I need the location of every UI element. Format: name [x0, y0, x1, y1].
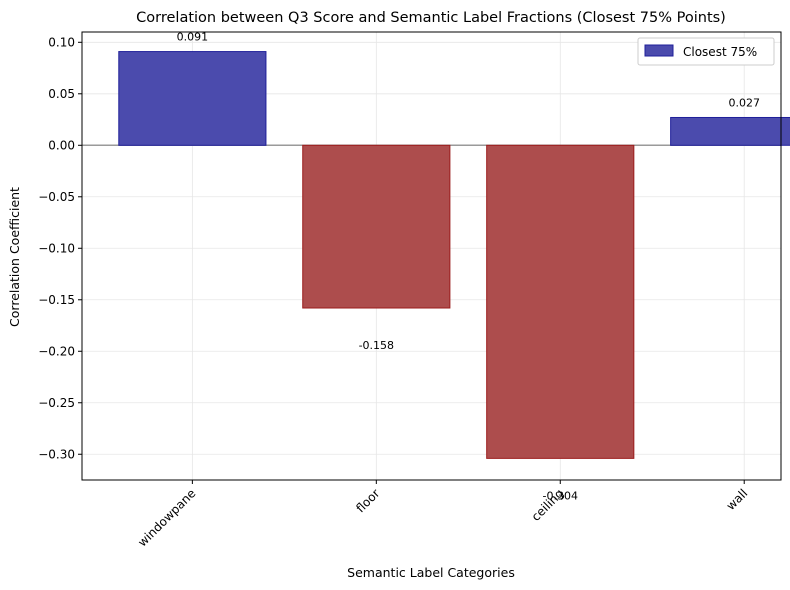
y-tick-label: −0.05: [38, 190, 75, 204]
plot-frame: [81, 31, 782, 481]
y-tick-label: 0.00: [48, 138, 75, 152]
y-axis-label: Correlation Coefficient: [7, 187, 22, 327]
x-axis-label: Semantic Label Categories: [347, 565, 515, 580]
x-tick-label-windowpane: windowpane: [135, 486, 198, 549]
bar-windowpane: [118, 51, 267, 146]
y-tick-label: −0.20: [38, 344, 75, 358]
y-tick-label: −0.30: [38, 447, 75, 461]
data-label-windowpane: 0.091: [177, 31, 209, 44]
bar-wall: [670, 116, 790, 146]
x-tick-label-wall: wall: [724, 486, 751, 513]
legend-swatch: [644, 44, 674, 57]
data-label-ceiling: -0.304: [543, 489, 578, 502]
y-tick-label: −0.25: [38, 396, 75, 410]
legend-label-closest-75: Closest 75%: [683, 45, 757, 59]
bar-ceiling: [486, 144, 635, 459]
y-tick-label: 0.05: [48, 87, 75, 101]
chart-title: Correlation between Q3 Score and Semanti…: [136, 10, 726, 26]
data-labels: 0.091 -0.158 -0.304 0.027: [177, 31, 760, 503]
y-tick-label: 0.10: [48, 35, 75, 49]
bar-floor: [302, 144, 451, 309]
y-tick-label: −0.10: [38, 241, 75, 255]
bars: [118, 51, 790, 459]
y-tick-label: −0.15: [38, 293, 75, 307]
legend: Closest 75%: [637, 37, 775, 66]
data-label-floor: -0.158: [359, 339, 394, 352]
data-label-wall: 0.027: [728, 96, 760, 109]
x-tick-label-floor: floor: [353, 486, 382, 515]
